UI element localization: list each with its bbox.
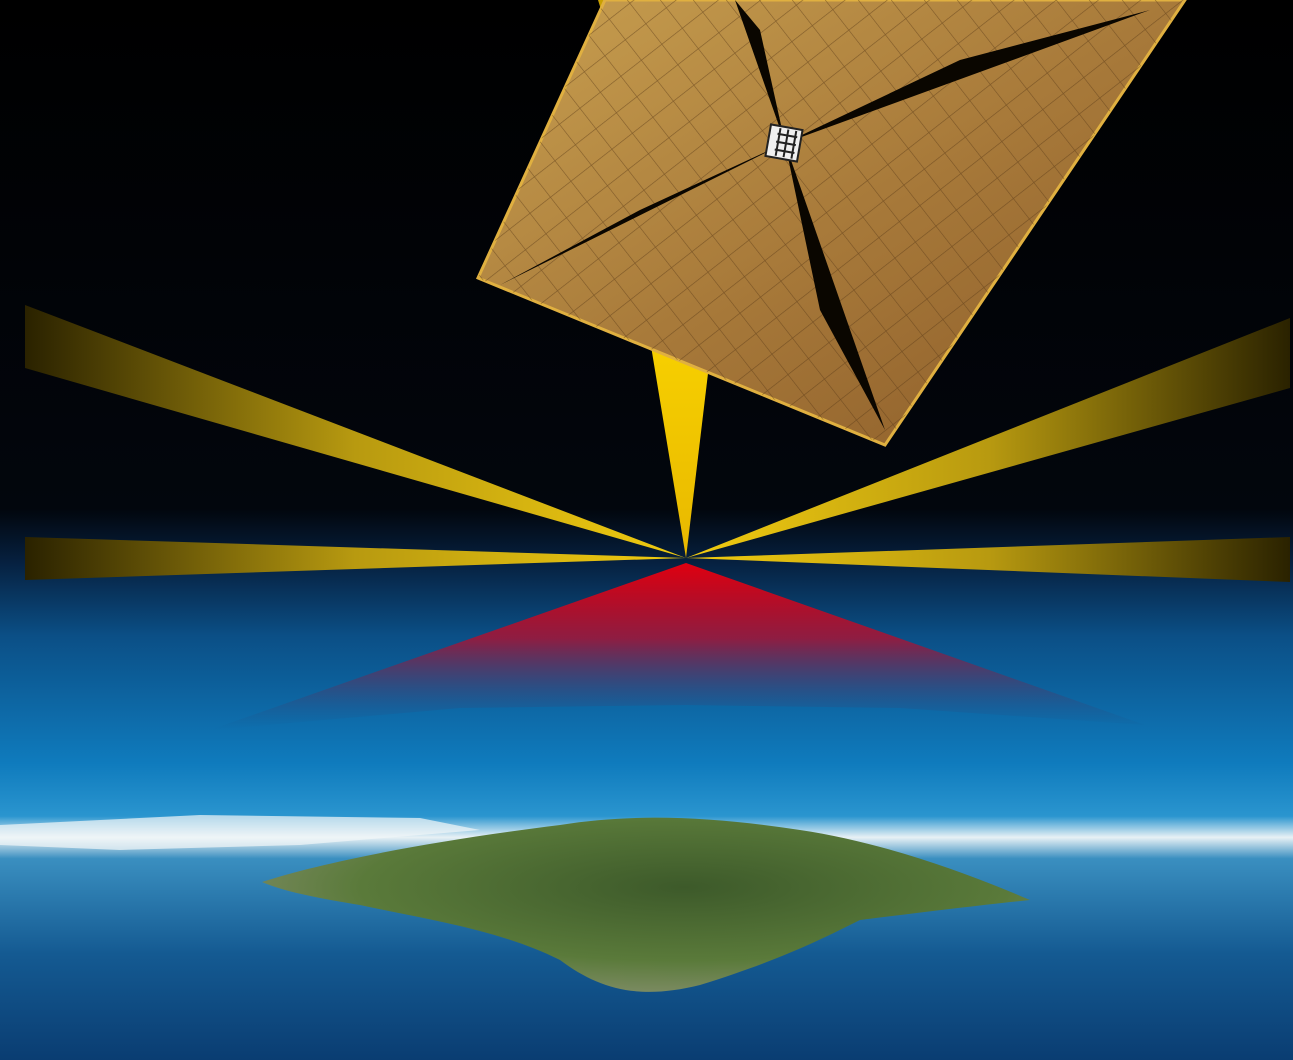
hub-panels xyxy=(774,127,798,159)
laser-cone xyxy=(210,563,1145,730)
light-beam-right xyxy=(686,537,1290,582)
sail-slit xyxy=(785,143,885,430)
sail-slit xyxy=(500,143,785,285)
cloud-band xyxy=(0,815,480,850)
sail-slit xyxy=(735,0,785,143)
sail-grid xyxy=(478,0,1185,445)
light-beam-up xyxy=(650,340,712,558)
solar-sail xyxy=(475,0,1187,447)
sail-slit xyxy=(785,10,1150,143)
light-beam-right-upper xyxy=(686,318,1290,558)
island xyxy=(262,817,1030,992)
light-beam-left xyxy=(25,537,686,580)
light-beam-left-upper xyxy=(25,305,686,558)
